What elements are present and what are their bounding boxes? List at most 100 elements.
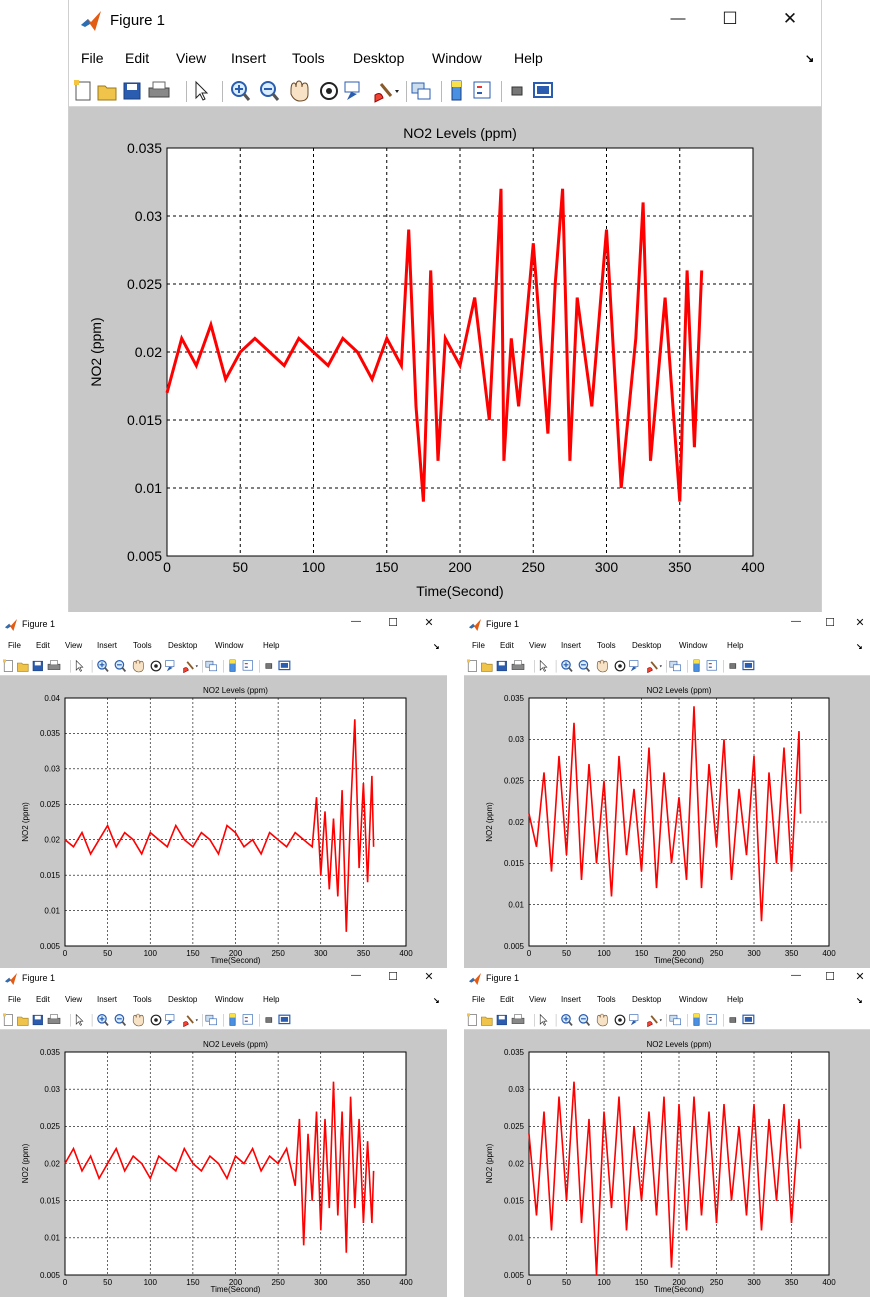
- menu-file[interactable]: File: [472, 641, 485, 650]
- rotate-3d-icon[interactable]: [150, 660, 162, 672]
- menu-insert[interactable]: Insert: [561, 995, 582, 1004]
- dock-arrow-icon[interactable]: ↘: [433, 996, 440, 1005]
- menu-edit[interactable]: Edit: [36, 641, 50, 650]
- brush-icon[interactable]: [374, 83, 393, 103]
- menu-view[interactable]: View: [65, 995, 83, 1004]
- chart[interactable]: NO2 Levels (ppm) 0 50 100 150 200 250 300 350 400…: [0, 676, 447, 968]
- rotate-3d-icon[interactable]: [614, 1014, 626, 1026]
- chart[interactable]: NO2 Levels (ppm) 0 50 100 150 200 250 300 350 400…: [464, 676, 870, 968]
- data-cursor-icon[interactable]: [629, 1014, 639, 1026]
- zoom-out-icon[interactable]: [114, 1014, 127, 1026]
- maximize-button[interactable]: ☐: [388, 617, 398, 629]
- figure-window-bottom-right[interactable]: Figure 1 — ☐ ✕ File Edit View Insert Tools De…: [464, 968, 870, 1297]
- brush-dropdown-icon[interactable]: [659, 665, 662, 668]
- open-file-icon[interactable]: [17, 1016, 29, 1026]
- link-plot-icon[interactable]: [411, 82, 431, 100]
- legend-icon[interactable]: [706, 1014, 717, 1025]
- menu-tools[interactable]: Tools: [133, 995, 152, 1004]
- menu-tools[interactable]: Tools: [597, 641, 616, 650]
- minimize-button[interactable]: —: [351, 970, 361, 981]
- link-plot-icon[interactable]: [205, 1014, 217, 1026]
- menu-edit[interactable]: Edit: [125, 50, 150, 66]
- menu-window[interactable]: Window: [432, 50, 482, 66]
- rotate-3d-icon[interactable]: [614, 660, 626, 672]
- link-plot-icon[interactable]: [205, 660, 217, 672]
- maximize-button[interactable]: ☐: [388, 971, 398, 983]
- colorbar-icon[interactable]: [693, 659, 700, 672]
- minimize-button[interactable]: —: [791, 616, 801, 627]
- rotate-3d-icon[interactable]: [320, 82, 338, 100]
- show-plot-tools-icon[interactable]: [533, 82, 553, 98]
- print-icon[interactable]: [47, 1014, 61, 1024]
- print-icon[interactable]: [511, 1014, 525, 1024]
- title-bar[interactable]: Figure 1 — ☐ ✕: [69, 0, 821, 42]
- open-file-icon[interactable]: [97, 85, 117, 101]
- figure-canvas[interactable]: NO2 Levels (ppm) 0 50 100 150 200 250 300 350 400…: [464, 676, 870, 968]
- menu-file[interactable]: File: [8, 641, 21, 650]
- brush-dropdown-icon[interactable]: [195, 665, 198, 668]
- figure-canvas[interactable]: NO2 Levels (ppm) 0 50 100 150 200 250 300 350 400…: [0, 676, 447, 968]
- menu-view[interactable]: View: [529, 995, 547, 1004]
- colorbar-icon[interactable]: [229, 1013, 236, 1026]
- zoom-in-icon[interactable]: [561, 660, 573, 672]
- pan-hand-icon[interactable]: [132, 1013, 144, 1027]
- new-figure-icon[interactable]: [3, 1013, 13, 1026]
- brush-icon[interactable]: [183, 661, 194, 674]
- figure-window-top-right[interactable]: Figure 1 — ☐ ✕ File Edit View Insert Tools De…: [464, 614, 870, 968]
- close-button[interactable]: ✕: [424, 971, 434, 983]
- menu-view[interactable]: View: [529, 641, 547, 650]
- maximize-button[interactable]: ☐: [825, 617, 835, 629]
- maximize-button[interactable]: ☐: [825, 971, 835, 983]
- menu-window[interactable]: Window: [679, 995, 708, 1004]
- show-plot-tools-icon[interactable]: [278, 660, 291, 671]
- series-line-0[interactable]: [528, 706, 802, 922]
- zoom-out-icon[interactable]: [578, 660, 591, 672]
- colorbar-icon[interactable]: [229, 659, 236, 672]
- brush-icon[interactable]: [183, 1015, 194, 1028]
- brush-dropdown-icon[interactable]: [195, 1019, 198, 1022]
- pointer-arrow-icon[interactable]: [75, 1013, 84, 1026]
- zoom-out-icon[interactable]: [114, 660, 127, 672]
- colorbar-icon[interactable]: [451, 80, 462, 101]
- close-button[interactable]: ✕: [855, 617, 865, 629]
- link-plot-icon[interactable]: [669, 660, 681, 672]
- new-figure-icon[interactable]: [74, 80, 91, 101]
- menu-insert[interactable]: Insert: [97, 641, 118, 650]
- title-bar[interactable]: Figure 1 — ☐ ✕: [0, 968, 447, 992]
- chart[interactable]: NO2 Levels (ppm) 0 50 100 150 200 250 300 350 400…: [69, 107, 822, 612]
- menu-view[interactable]: View: [176, 50, 207, 66]
- data-cursor-icon[interactable]: [165, 660, 175, 672]
- pointer-arrow-icon[interactable]: [75, 659, 84, 672]
- brush-icon[interactable]: [647, 661, 658, 674]
- open-file-icon[interactable]: [481, 662, 493, 672]
- hide-plot-tools-icon[interactable]: [729, 663, 737, 669]
- pointer-arrow-icon[interactable]: [539, 659, 548, 672]
- menu-tools[interactable]: Tools: [597, 995, 616, 1004]
- zoom-in-icon[interactable]: [97, 660, 109, 672]
- new-figure-icon[interactable]: [467, 659, 477, 672]
- menu-edit[interactable]: Edit: [500, 995, 514, 1004]
- zoom-in-icon[interactable]: [97, 1014, 109, 1026]
- menu-help[interactable]: Help: [727, 641, 744, 650]
- close-button[interactable]: ✕: [855, 971, 865, 983]
- menu-help[interactable]: Help: [263, 641, 280, 650]
- legend-icon[interactable]: [473, 81, 491, 99]
- pan-hand-icon[interactable]: [596, 659, 608, 673]
- hide-plot-tools-icon[interactable]: [265, 1017, 273, 1023]
- figure-canvas[interactable]: NO2 Levels (ppm) 0 50 100 150 200 250 300 350 400…: [69, 107, 821, 612]
- menu-file[interactable]: File: [81, 50, 104, 66]
- print-icon[interactable]: [47, 660, 61, 670]
- link-plot-icon[interactable]: [669, 1014, 681, 1026]
- menu-insert[interactable]: Insert: [231, 50, 267, 66]
- open-file-icon[interactable]: [481, 1016, 493, 1026]
- figure-window-main[interactable]: Figure 1 — ☐ ✕ File Edit View Insert Too…: [68, 0, 822, 612]
- hide-plot-tools-icon[interactable]: [729, 1017, 737, 1023]
- save-icon[interactable]: [32, 1014, 43, 1026]
- chart[interactable]: NO2 Levels (ppm) 0 50 100 150 200 250 300 350 400…: [0, 1030, 447, 1297]
- dock-arrow-icon[interactable]: ↘: [856, 642, 863, 651]
- save-icon[interactable]: [496, 660, 507, 672]
- legend-icon[interactable]: [242, 660, 253, 671]
- dock-arrow-icon[interactable]: ↘: [433, 642, 440, 651]
- rotate-3d-icon[interactable]: [150, 1014, 162, 1026]
- new-figure-icon[interactable]: [467, 1013, 477, 1026]
